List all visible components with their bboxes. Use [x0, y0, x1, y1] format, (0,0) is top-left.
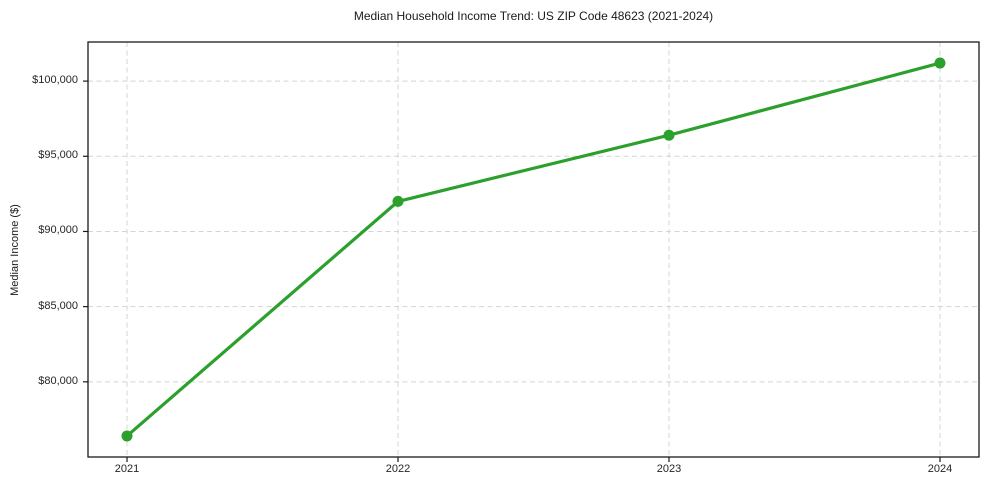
trend-line — [125, 61, 942, 438]
plot-border — [87, 41, 980, 458]
y-tick-label: $90,000 — [38, 224, 78, 237]
data-point-marker — [121, 430, 133, 442]
data-point-marker — [392, 195, 404, 207]
chart-title: Median Household Income Trend: US ZIP Co… — [353, 9, 714, 23]
y-tick-label: $95,000 — [38, 149, 78, 162]
y-tick-label: $100,000 — [32, 74, 78, 87]
x-tick-label: 2021 — [114, 463, 140, 475]
data-point-marker — [663, 129, 675, 141]
x-tick-label: 2022 — [385, 463, 411, 475]
y-tick-label: $80,000 — [38, 374, 78, 387]
y-tick-label: $85,000 — [38, 299, 78, 312]
x-tick-label: 2023 — [656, 463, 682, 475]
data-point-marker — [934, 57, 946, 69]
x-tick-label: 2024 — [927, 463, 953, 475]
